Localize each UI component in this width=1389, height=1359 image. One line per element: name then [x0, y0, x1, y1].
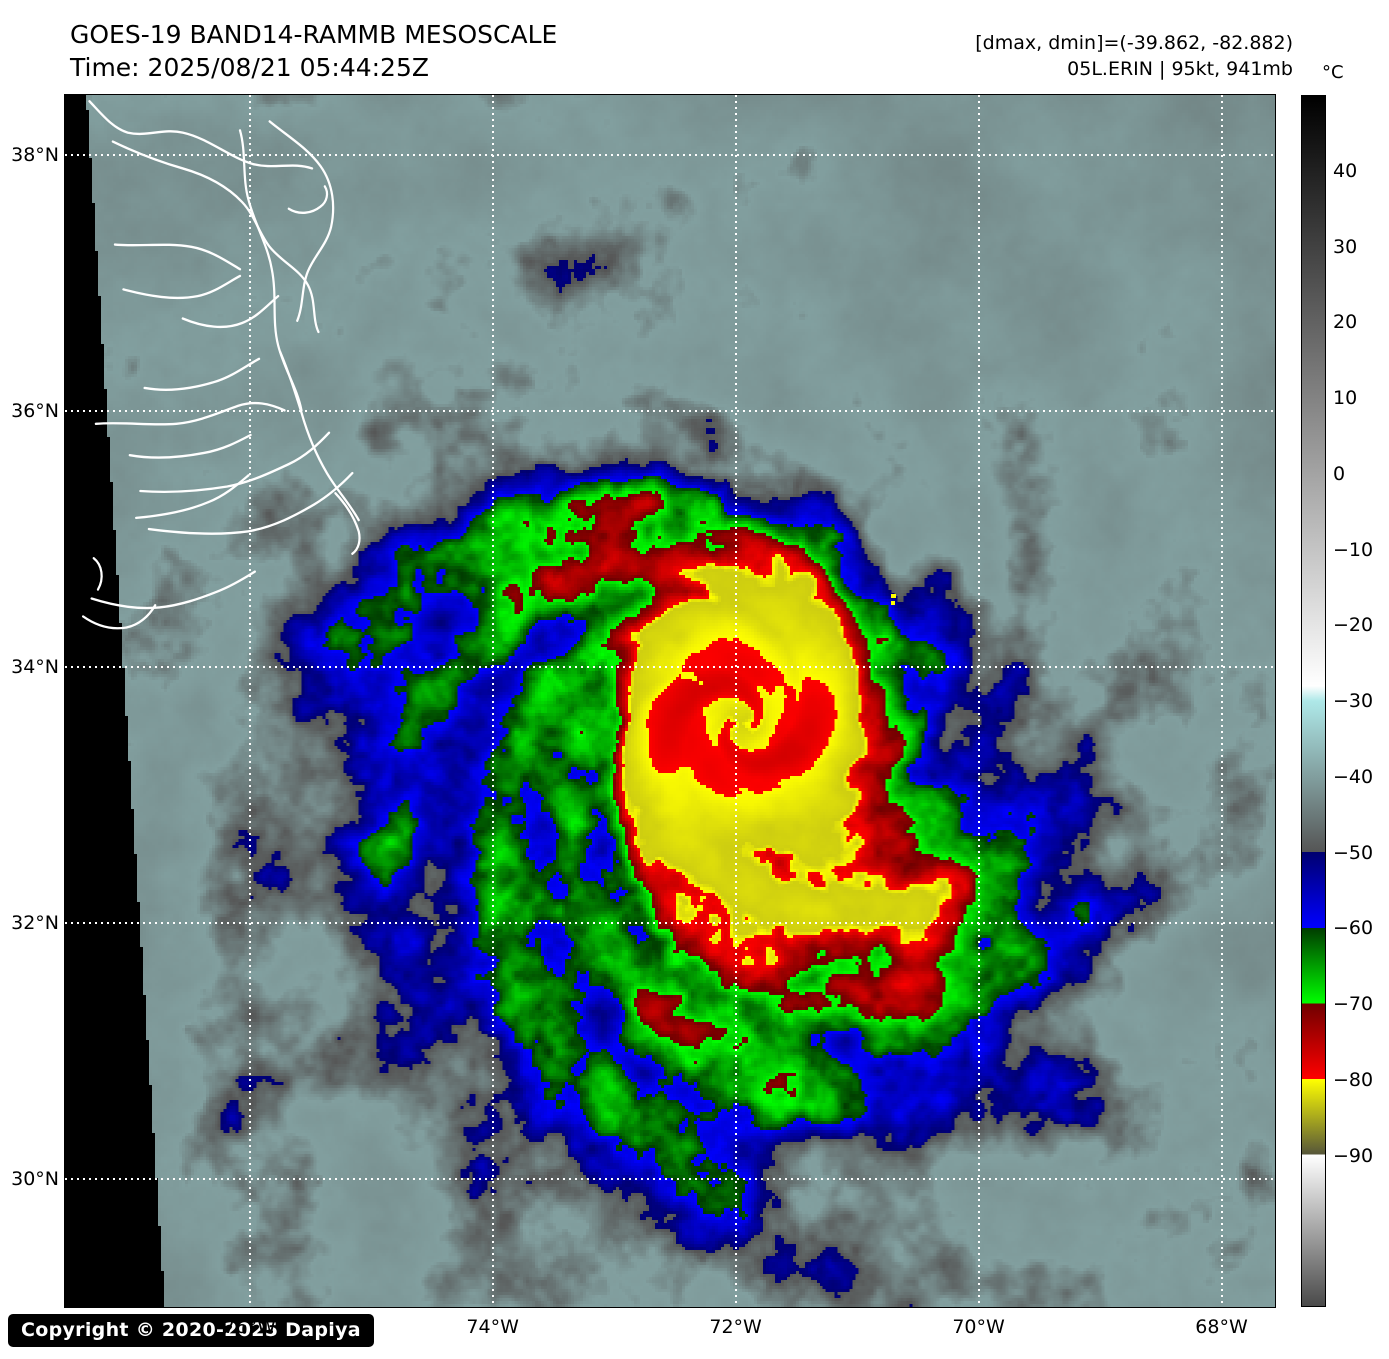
longitude-tick-label: 74°W [466, 1316, 519, 1338]
latitude-tick-label: 32°N [11, 912, 59, 935]
data-range-label: [dmax, dmin]=(-39.862, -82.882) [975, 32, 1293, 54]
gridline-longitude [1220, 95, 1223, 1307]
colorbar-tick-label: −90 [1333, 1144, 1374, 1167]
satellite-imagery [65, 95, 1275, 1307]
coastline-overlay [82, 100, 361, 630]
gridline-latitude [65, 1178, 1275, 1181]
storm-info-label: 05L.ERIN | 95kt, 941mb [1067, 58, 1293, 80]
satellite-image-panel[interactable] [65, 95, 1275, 1307]
gridline-longitude [248, 95, 251, 1307]
longitude-tick-label: 72°W [709, 1316, 762, 1338]
gridline-latitude [65, 922, 1275, 925]
colorbar-tick-label: 0 [1333, 462, 1346, 485]
colorbar-gradient [1302, 96, 1325, 1306]
page-title: GOES-19 BAND14-RAMMB MESOSCALE [70, 20, 558, 49]
timestamp-label: Time: 2025/08/21 05:44:25Z [70, 53, 429, 82]
colorbar-tick-label: 10 [1333, 387, 1358, 409]
gridline-longitude [491, 95, 494, 1307]
colorbar-tick-label: −30 [1333, 690, 1374, 712]
colorbar-tick-label: −20 [1333, 614, 1374, 637]
colorbar-tick-label: 40 [1333, 159, 1358, 182]
latitude-tick-label: 36°N [11, 400, 59, 423]
colorbar-tick-label: 20 [1333, 311, 1358, 334]
colorbar-tick-label: −70 [1333, 993, 1374, 1015]
colorbar-tick-label: −10 [1333, 538, 1374, 561]
latitude-tick-label: 34°N [11, 656, 59, 679]
longitude-tick-label: 76°W [223, 1316, 276, 1338]
colorbar-tick-label: 30 [1333, 235, 1358, 258]
colorbar-tick-label: −80 [1333, 1068, 1374, 1091]
gridline-longitude [734, 95, 737, 1307]
metadata-block: [dmax, dmin]=(-39.862, -82.882) 05L.ERIN… [975, 30, 1293, 82]
latitude-tick-label: 30°N [11, 1168, 59, 1191]
colorbar-tick-label: −40 [1333, 765, 1374, 788]
colorbar-unit-label: °C [1322, 62, 1344, 83]
brightness-temperature-field [65, 95, 1275, 1307]
gridline-longitude [977, 95, 980, 1307]
coldest-pixel-markers [681, 594, 896, 685]
colorbar-tick-label: −50 [1333, 841, 1374, 864]
colorbar[interactable] [1301, 95, 1326, 1307]
longitude-tick-label: 70°W [952, 1316, 1005, 1338]
gridline-latitude [65, 410, 1275, 413]
gridline-latitude [65, 154, 1275, 157]
copyright-watermark: Copyright © 2020-2025 Dapiya [8, 1314, 374, 1347]
title-block: GOES-19 BAND14-RAMMB MESOSCALE Time: 202… [70, 18, 557, 84]
gridline-latitude [65, 666, 1275, 669]
colorbar-tick-label: −60 [1333, 917, 1374, 940]
latitude-tick-label: 38°N [11, 144, 59, 167]
longitude-tick-label: 68°W [1195, 1316, 1248, 1338]
